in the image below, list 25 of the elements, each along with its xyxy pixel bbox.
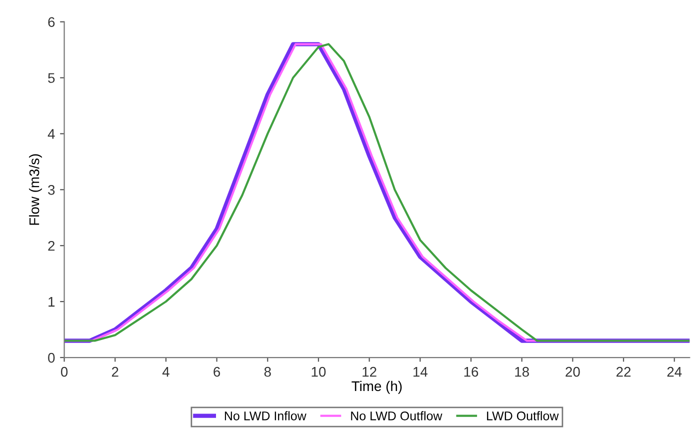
x-tick-label: 14 <box>413 367 428 377</box>
y-tick-label: 5 <box>48 73 55 83</box>
y-tick-label: 2 <box>48 240 55 251</box>
y-tick-label: 1 <box>48 297 55 307</box>
y-axis-title: Flow (m3/s) <box>29 154 42 225</box>
x-tick-label: 18 <box>515 366 529 377</box>
x-tick-label: 0 <box>60 366 68 377</box>
x-tick-label: 24 <box>667 366 682 377</box>
x-tick-label: 16 <box>464 366 478 377</box>
x-axis-title: Time (h) <box>352 380 402 394</box>
y-tick-label: 0 <box>48 352 55 363</box>
y-tick-label: 3 <box>48 184 55 195</box>
y-tick-label: 6 <box>48 17 55 27</box>
x-tick-label: 8 <box>264 366 271 377</box>
x-tick-label: 10 <box>312 366 326 377</box>
legend-label: LWD Outflow <box>487 411 559 420</box>
y-tick-label: 4 <box>48 129 55 139</box>
x-tick-label: 12 <box>362 366 376 377</box>
x-tick-label: 20 <box>566 366 580 377</box>
x-tick-label: 2 <box>112 366 118 377</box>
x-tick-label: 6 <box>214 366 220 377</box>
x-tick-label: 22 <box>616 366 631 377</box>
legend-label: No LWD Outflow <box>351 411 442 420</box>
x-tick-label: 4 <box>162 367 170 377</box>
legend-label: No LWD Inflow <box>224 411 306 420</box>
